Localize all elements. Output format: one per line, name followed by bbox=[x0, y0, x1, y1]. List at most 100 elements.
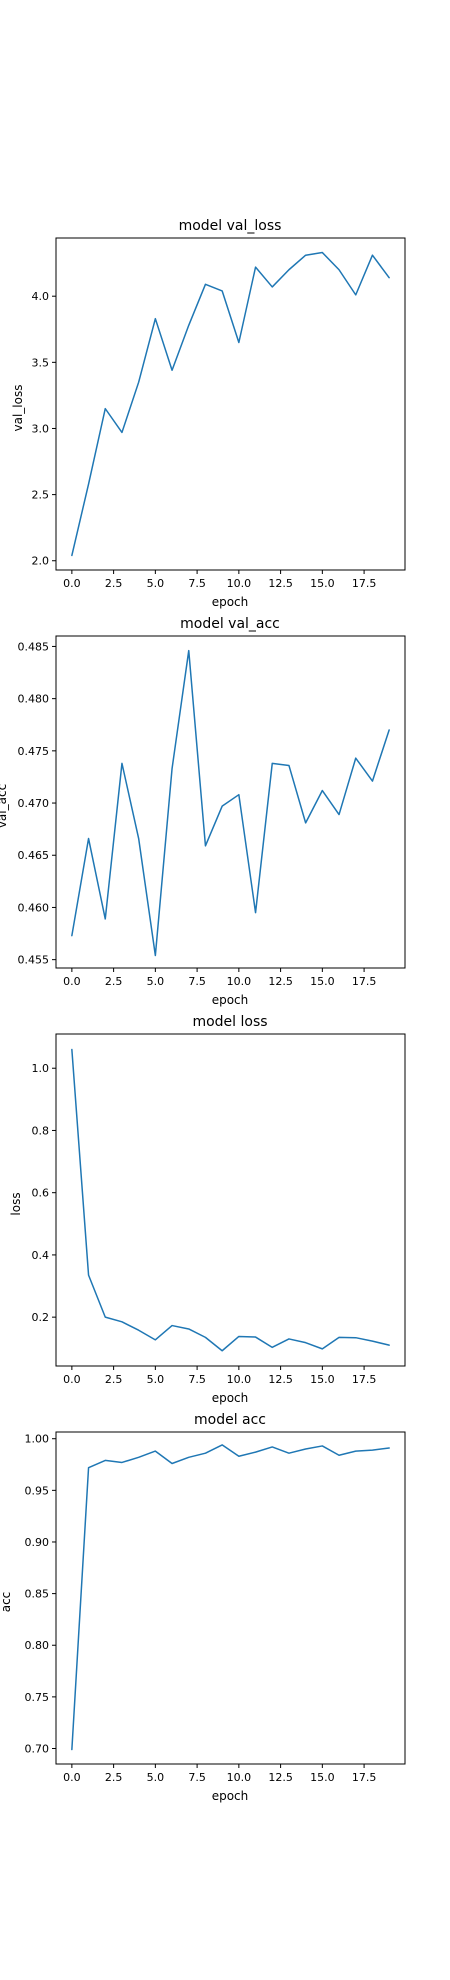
data-point bbox=[354, 293, 357, 296]
data-point bbox=[338, 813, 341, 816]
data-point bbox=[120, 1320, 123, 1323]
x-tick-label: 5.0 bbox=[147, 1771, 165, 1784]
y-tick-label: 0.470 bbox=[18, 797, 50, 810]
chart-val-loss: model val_loss epoch val_loss 0.0 2.5 5.0 7… bbox=[11, 218, 406, 609]
y-tick-label: 0.485 bbox=[18, 640, 50, 653]
data-point bbox=[304, 1448, 307, 1451]
x-tick-label: 17.5 bbox=[352, 1373, 377, 1386]
y-tick-label: 2.0 bbox=[32, 555, 50, 568]
axes-frame bbox=[55, 237, 406, 571]
x-tick-label: 15.0 bbox=[310, 1373, 335, 1386]
x-axis-label: epoch bbox=[212, 1391, 249, 1405]
data-point bbox=[354, 757, 357, 760]
x-tick-label: 10.0 bbox=[227, 1771, 252, 1784]
data-point bbox=[321, 1347, 324, 1350]
x-tick-label: 2.5 bbox=[105, 975, 123, 988]
data-point bbox=[204, 1336, 207, 1339]
y-tick-label: 0.90 bbox=[25, 1536, 50, 1549]
y-tick-label: 0.75 bbox=[25, 1691, 50, 1704]
x-tick-label: 10.0 bbox=[227, 975, 252, 988]
data-point bbox=[187, 649, 190, 652]
chart-title: model val_acc bbox=[180, 616, 280, 632]
data-point bbox=[221, 289, 224, 292]
x-tick-label: 5.0 bbox=[147, 975, 165, 988]
data-point bbox=[304, 254, 307, 257]
data-point bbox=[388, 276, 391, 279]
data-point bbox=[271, 285, 274, 288]
data-point bbox=[70, 1748, 73, 1751]
y-tick-label: 0.465 bbox=[18, 849, 50, 862]
x-tick-label: 7.5 bbox=[188, 577, 206, 590]
x-axis-label: epoch bbox=[212, 993, 249, 1007]
data-point bbox=[371, 1340, 374, 1343]
y-tick-label: 0.2 bbox=[32, 1311, 50, 1324]
x-tick-label: 7.5 bbox=[188, 1373, 206, 1386]
y-tick-label: 0.6 bbox=[32, 1187, 50, 1200]
y-tick-label: 1.0 bbox=[32, 1062, 50, 1075]
y-tick-label: 0.460 bbox=[18, 901, 50, 914]
data-point bbox=[171, 1462, 174, 1465]
data-point bbox=[154, 317, 157, 320]
data-point bbox=[137, 1456, 140, 1459]
y-tick-label: 0.70 bbox=[25, 1743, 50, 1756]
data-point bbox=[321, 251, 324, 254]
data-point bbox=[388, 728, 391, 731]
data-point bbox=[237, 1455, 240, 1458]
y-tick-label: 0.80 bbox=[25, 1639, 50, 1652]
data-point bbox=[254, 266, 257, 269]
data-point bbox=[254, 1451, 257, 1454]
data-point bbox=[388, 1344, 391, 1347]
data-point bbox=[204, 844, 207, 847]
data-point bbox=[104, 1459, 107, 1462]
y-axis-label: loss bbox=[9, 1192, 23, 1215]
data-point bbox=[221, 805, 224, 808]
y-tick-label: 3.0 bbox=[32, 422, 50, 435]
data-point bbox=[271, 762, 274, 765]
data-point bbox=[254, 1336, 257, 1339]
x-tick-label: 0.0 bbox=[63, 577, 81, 590]
data-point bbox=[388, 1447, 391, 1450]
series-line bbox=[71, 1444, 390, 1751]
data-point bbox=[287, 1452, 290, 1455]
x-tick-label: 7.5 bbox=[188, 975, 206, 988]
data-point bbox=[120, 762, 123, 765]
data-point bbox=[237, 341, 240, 344]
data-point bbox=[204, 283, 207, 286]
y-tick-label: 0.4 bbox=[32, 1249, 50, 1262]
data-point bbox=[237, 1335, 240, 1338]
data-point bbox=[287, 764, 290, 767]
x-axis-label: epoch bbox=[212, 595, 249, 609]
x-tick-label: 17.5 bbox=[352, 1771, 377, 1784]
data-point bbox=[287, 268, 290, 271]
series-line bbox=[71, 251, 390, 557]
data-point bbox=[354, 1336, 357, 1339]
data-point bbox=[321, 789, 324, 792]
y-tick-label: 3.5 bbox=[32, 356, 50, 369]
data-point bbox=[154, 954, 157, 957]
y-tick-label: 0.475 bbox=[18, 745, 50, 758]
x-tick-label: 0.0 bbox=[63, 975, 81, 988]
series-line bbox=[71, 1048, 390, 1352]
data-point bbox=[187, 324, 190, 327]
data-point bbox=[104, 1316, 107, 1319]
data-point bbox=[338, 1336, 341, 1339]
data-point bbox=[120, 1461, 123, 1464]
data-point bbox=[70, 1048, 73, 1051]
x-tick-label: 10.0 bbox=[227, 1373, 252, 1386]
data-point bbox=[70, 934, 73, 937]
axes-frame bbox=[55, 1431, 406, 1765]
x-tick-label: 15.0 bbox=[310, 577, 335, 590]
x-axis-label: epoch bbox=[212, 1789, 249, 1803]
x-tick-label: 2.5 bbox=[105, 577, 123, 590]
data-point bbox=[87, 1274, 90, 1277]
data-point bbox=[87, 1466, 90, 1469]
y-axis-label: val_acc bbox=[0, 784, 9, 828]
x-tick-label: 7.5 bbox=[188, 1771, 206, 1784]
data-point bbox=[221, 1443, 224, 1446]
y-axis-label: val_loss bbox=[11, 385, 25, 432]
data-point bbox=[120, 431, 123, 434]
axes-frame bbox=[55, 635, 406, 969]
data-point bbox=[221, 1349, 224, 1352]
x-tick-label: 15.0 bbox=[310, 1771, 335, 1784]
x-tick-label: 17.5 bbox=[352, 975, 377, 988]
